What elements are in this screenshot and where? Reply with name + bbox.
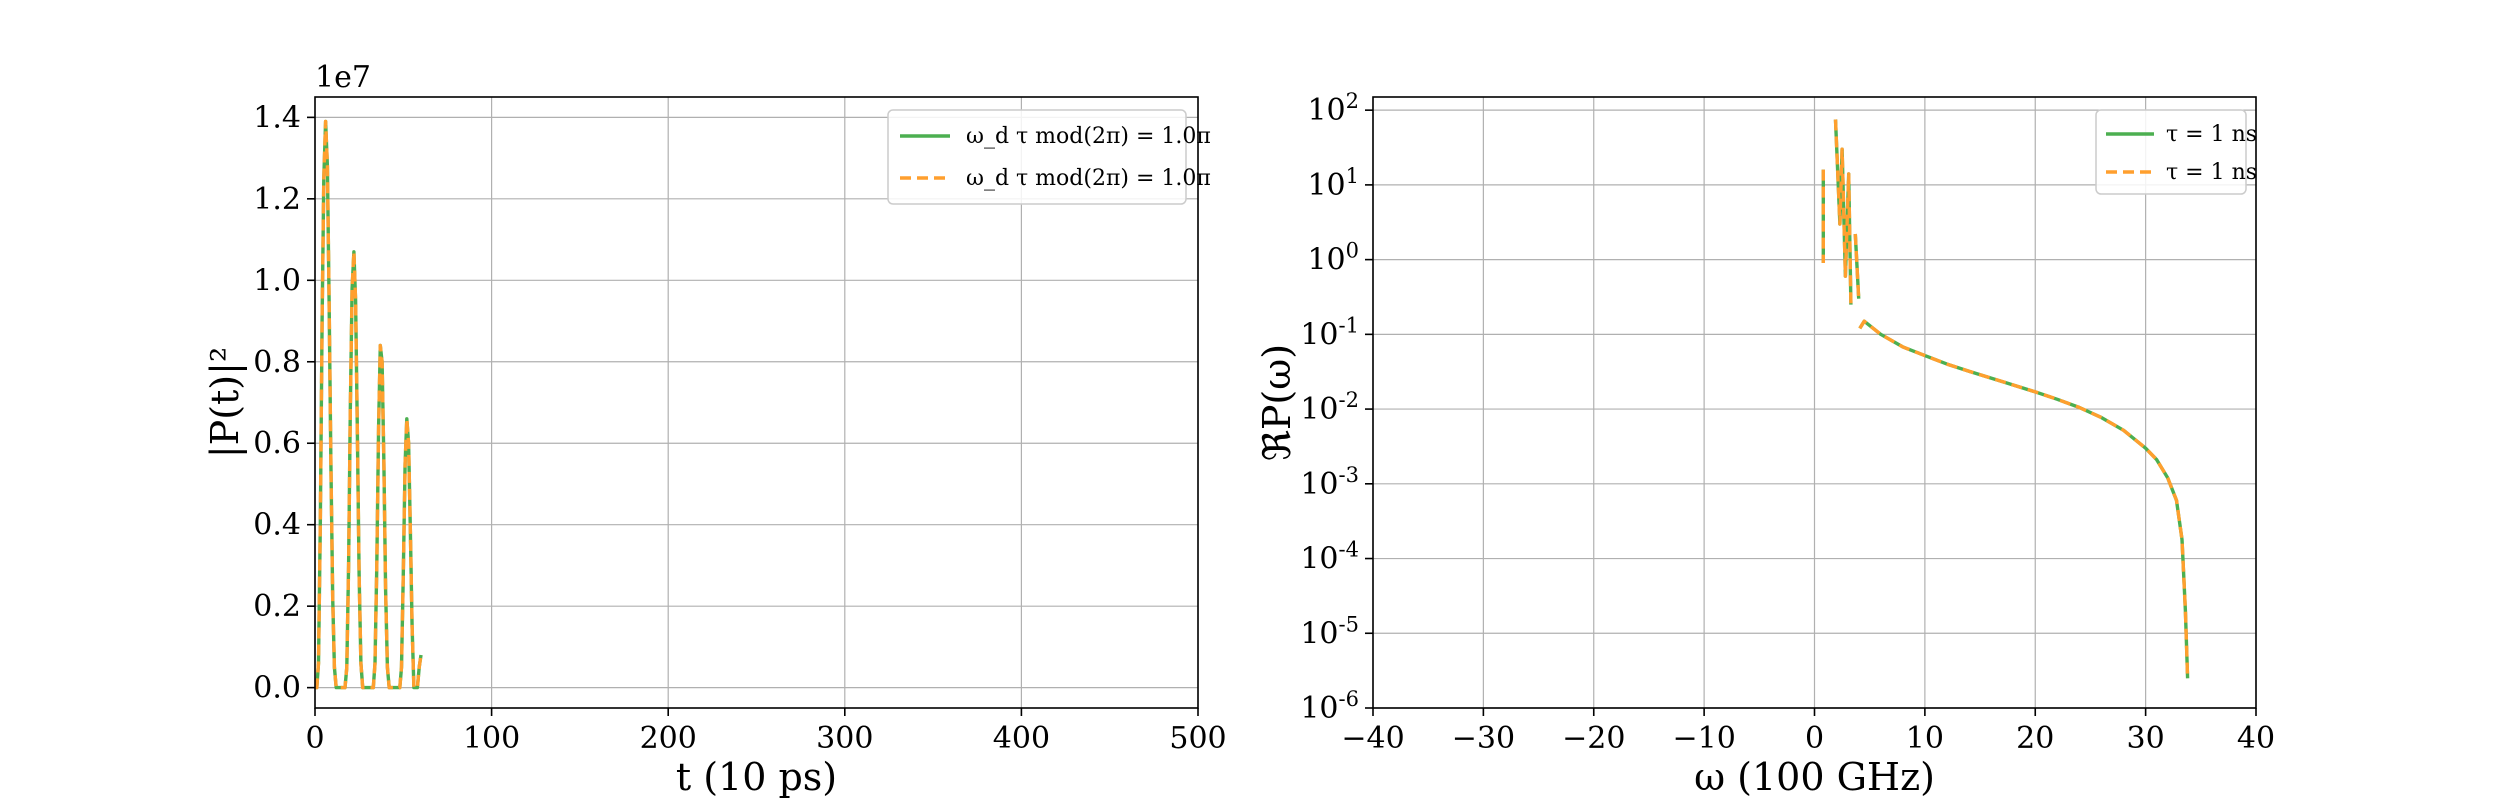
left-xtick-label-3: 300: [816, 721, 873, 756]
right-ytick-label-6: 100: [1307, 239, 1359, 278]
right-xtick-label-1: −30: [1452, 721, 1515, 756]
right-ytick-label-5: 10-1: [1300, 313, 1359, 352]
right-legend-label-1: τ = 1 ns: [2166, 122, 2257, 147]
left-ytick-label-6: 1.2: [253, 182, 301, 217]
right-xtick-label-2: −20: [1562, 721, 1625, 756]
left-yaxis-label: |P(t)|²: [203, 347, 247, 458]
right-ytick-label-1: 10-5: [1300, 612, 1359, 651]
right-series-2-segment-4: [1858, 319, 2190, 679]
right-xtick-label-5: 10: [1906, 721, 1944, 756]
left-series-2-line: [315, 119, 423, 690]
right-xtick-label-8: 40: [2237, 721, 2275, 756]
left-legend-box: [887, 109, 1187, 205]
right-ytick-label-0: 10-6: [1300, 687, 1359, 726]
right-xtick-label-7: 30: [2127, 721, 2165, 756]
left-legend: ω_d τ mod(2π) = 1.0π ω_d τ mod(2π) = 1.0π: [887, 109, 1211, 205]
left-plot-frame: [314, 96, 1199, 709]
left-legend-label-2: ω_d τ mod(2π) = 1.0π: [966, 166, 1211, 191]
left-ytick-label-5: 1.0: [253, 263, 301, 298]
right-legend: τ = 1 ns τ = 1 ns: [2095, 109, 2257, 195]
left-xtick-label-0: 0: [305, 721, 324, 756]
left-ytick-label-7: 1.4: [253, 100, 301, 135]
right-legend-label-2: τ = 1 ns: [2166, 160, 2257, 185]
left-ytick-label-1: 0.2: [253, 589, 301, 624]
left-xtick-label-1: 100: [463, 721, 520, 756]
right-ytick-label-8: 102: [1307, 89, 1359, 128]
left-xtick-label-2: 200: [640, 721, 697, 756]
left-legend-label-1: ω_d τ mod(2π) = 1.0π: [966, 124, 1211, 149]
left-xtick-label-4: 400: [993, 721, 1050, 756]
left-offset-text: 1e7: [315, 60, 371, 95]
left-chart-time-domain: 0 100 200 300 400 500 0.0 0.2 0.4 0.6 0.8 1.0 1.2 1.4…: [203, 60, 1227, 799]
left-ytick-label-3: 0.6: [253, 426, 301, 461]
right-xtick-label-4: 0: [1805, 721, 1824, 756]
right-ytick-label-2: 10-4: [1300, 538, 1359, 577]
right-series-2-segment-3: [1853, 233, 1861, 299]
left-xtick-label-5: 500: [1169, 721, 1226, 756]
left-ytick-label-0: 0.0: [253, 671, 301, 706]
left-ytick-label-4: 0.8: [253, 345, 301, 380]
right-chart-frequency-domain: −40 −30 −20 −10 0 10 20 30 40 10-6 10-5 10-4 10-3 10-…: [1255, 89, 2275, 799]
right-xtick-label-6: 20: [2016, 721, 2054, 756]
right-ytick-label-4: 10-2: [1300, 388, 1359, 427]
right-xtick-label-0: −40: [1341, 721, 1404, 756]
right-series-2-segment-2: [1833, 119, 1853, 305]
left-ytick-label-2: 0.4: [253, 508, 301, 543]
right-series-1-segment-4: [1858, 319, 2190, 679]
right-xaxis-label: ω (100 GHz): [1694, 755, 1935, 799]
right-ytick-label-3: 10-3: [1300, 463, 1359, 502]
right-ytick-label-7: 101: [1307, 164, 1359, 203]
left-xaxis-label: t (10 ps): [676, 755, 837, 799]
right-yaxis-label: ℜP(ω): [1255, 344, 1299, 461]
right-xtick-label-3: −10: [1672, 721, 1735, 756]
